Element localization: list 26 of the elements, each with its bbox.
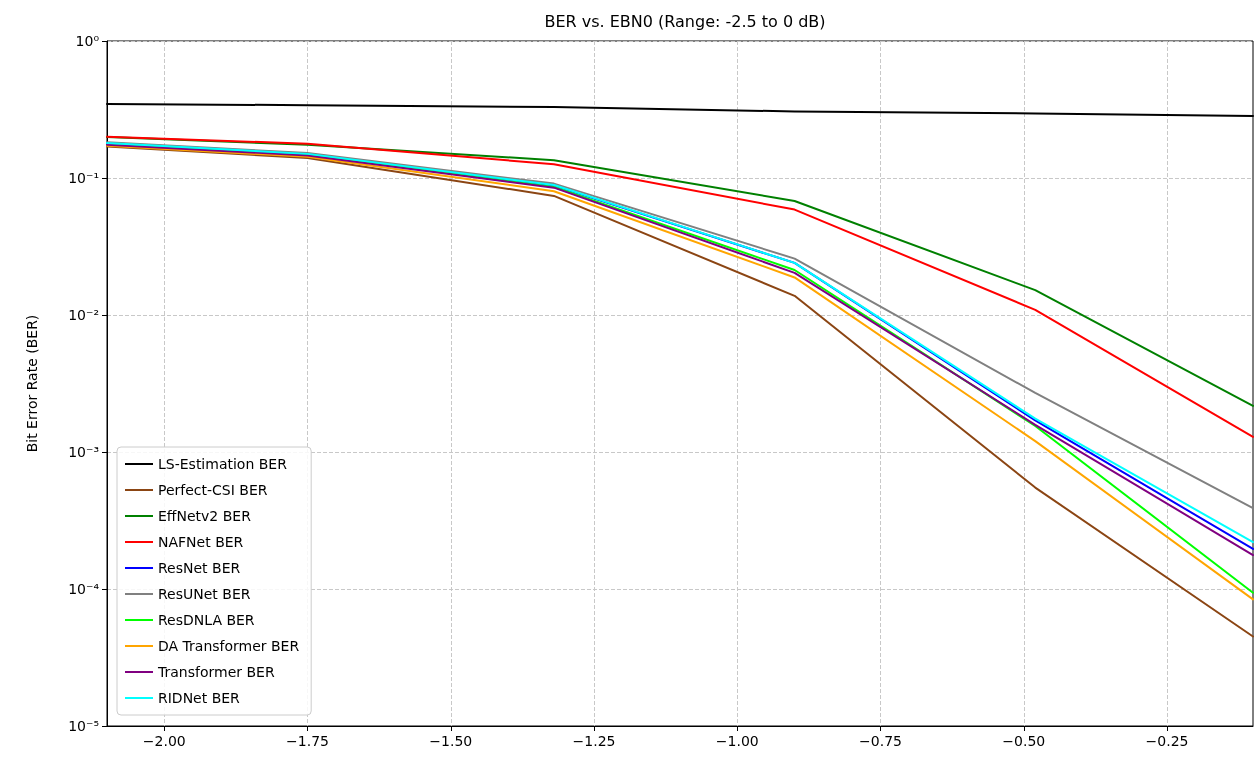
y-axis-title: Bit Error Rate (BER)	[24, 314, 40, 453]
x-tick-label: −1.00	[715, 733, 759, 749]
legend-label: NAFNet BER	[158, 534, 244, 550]
x-tick-label: −0.50	[1002, 733, 1046, 749]
legend-label: Transformer BER	[157, 664, 275, 680]
legend-label: ResNet BER	[158, 560, 241, 576]
legend-label: ResDNLA BER	[158, 612, 255, 628]
legend-label: RIDNet BER	[158, 690, 241, 706]
legend-label: LS-Estimation BER	[158, 456, 288, 472]
legend-label: Perfect-CSI BER	[158, 482, 268, 498]
x-tick-label: −1.50	[429, 733, 473, 749]
y-tick-label: 10⁻³	[68, 444, 99, 460]
x-tick-label: −0.25	[1145, 733, 1189, 749]
x-tick-label: −2.00	[142, 733, 186, 749]
x-tick-label: −1.25	[572, 733, 616, 749]
legend-label: DA Transformer BER	[158, 638, 300, 654]
x-tick-label: −0.75	[859, 733, 902, 749]
legend-label: EffNetv2 BER	[158, 508, 252, 524]
y-tick-label: 10⁰	[75, 33, 100, 49]
x-tick-label: −1.75	[286, 733, 329, 749]
y-tick-label: 10⁻¹	[68, 170, 99, 186]
y-tick-label: 10⁻²	[68, 307, 99, 323]
chart-title: BER vs. EBN0 (Range: -2.5 to 0 dB)	[544, 11, 826, 31]
y-tick-label: 10⁻⁴	[68, 581, 100, 597]
legend-label: ResUNet BER	[158, 586, 251, 602]
y-tick-label: 10⁻⁵	[68, 718, 99, 734]
